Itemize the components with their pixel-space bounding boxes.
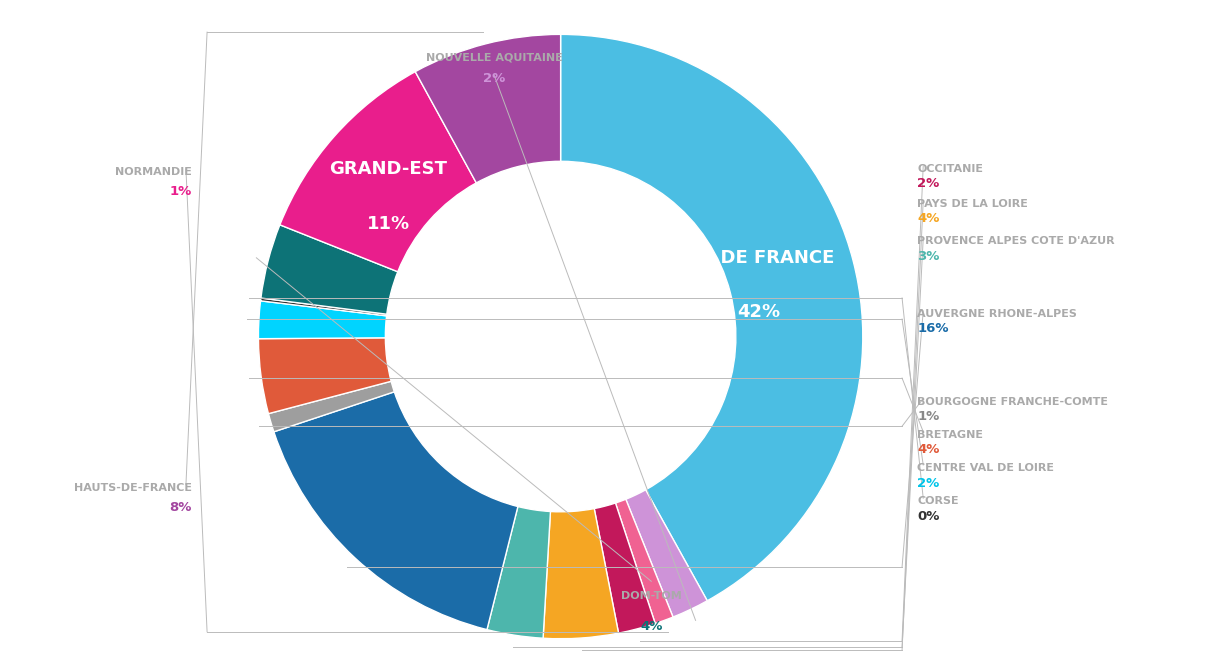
Text: CORSE: CORSE bbox=[917, 496, 958, 506]
Text: BRETAGNE: BRETAGNE bbox=[917, 430, 983, 440]
Wedge shape bbox=[259, 338, 391, 414]
Text: DOM-TOM: DOM-TOM bbox=[621, 592, 682, 601]
Text: 42%: 42% bbox=[737, 303, 780, 321]
Text: PROVENCE ALPES COTE D'AZUR: PROVENCE ALPES COTE D'AZUR bbox=[917, 236, 1115, 246]
Text: 4%: 4% bbox=[917, 443, 940, 457]
Text: BOURGOGNE FRANCHE-COMTE: BOURGOGNE FRANCHE-COMTE bbox=[917, 397, 1108, 407]
Text: ILE DE FRANCE: ILE DE FRANCE bbox=[683, 249, 834, 267]
Text: HAUTS-DE-FRANCE: HAUTS-DE-FRANCE bbox=[74, 482, 191, 493]
Text: 1%: 1% bbox=[917, 410, 940, 423]
Text: 16%: 16% bbox=[917, 322, 948, 336]
Text: 2%: 2% bbox=[917, 178, 940, 190]
Wedge shape bbox=[544, 509, 618, 639]
Wedge shape bbox=[269, 381, 394, 432]
Text: 11%: 11% bbox=[367, 215, 410, 233]
Text: 0%: 0% bbox=[917, 510, 940, 523]
Text: 4%: 4% bbox=[917, 213, 940, 225]
Wedge shape bbox=[260, 298, 387, 316]
Text: 3%: 3% bbox=[917, 250, 940, 263]
Wedge shape bbox=[261, 225, 398, 315]
Wedge shape bbox=[259, 301, 387, 339]
Text: 2%: 2% bbox=[483, 72, 506, 85]
Text: PAYS DE LA LOIRE: PAYS DE LA LOIRE bbox=[917, 199, 1028, 209]
Text: NOUVELLE AQUITAINE: NOUVELLE AQUITAINE bbox=[426, 52, 562, 62]
Text: NORMANDIE: NORMANDIE bbox=[115, 167, 191, 177]
Wedge shape bbox=[487, 507, 551, 638]
Text: 8%: 8% bbox=[169, 501, 191, 514]
Text: 1%: 1% bbox=[169, 185, 191, 198]
Text: OCCITANIE: OCCITANIE bbox=[917, 164, 983, 174]
Wedge shape bbox=[280, 72, 476, 272]
Text: AUVERGNE RHONE-ALPES: AUVERGNE RHONE-ALPES bbox=[917, 309, 1077, 319]
Wedge shape bbox=[594, 503, 655, 633]
Text: CENTRE VAL DE LOIRE: CENTRE VAL DE LOIRE bbox=[917, 463, 1054, 473]
Wedge shape bbox=[274, 392, 518, 630]
Wedge shape bbox=[616, 499, 674, 624]
Text: 2%: 2% bbox=[917, 476, 940, 490]
Text: 4%: 4% bbox=[640, 620, 663, 633]
Wedge shape bbox=[415, 34, 561, 183]
Text: GRAND-EST: GRAND-EST bbox=[330, 161, 448, 178]
Wedge shape bbox=[626, 490, 707, 617]
Wedge shape bbox=[561, 34, 863, 601]
